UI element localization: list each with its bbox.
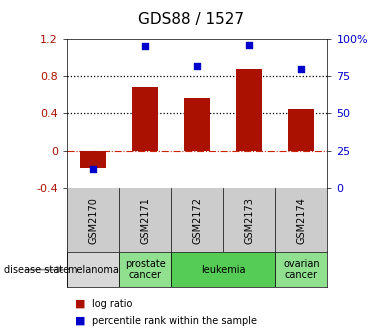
Point (194, 63, 200, 68)
Text: log ratio: log ratio (92, 299, 132, 309)
Bar (132, 87, 158, 151)
Bar (67, 252, 119, 287)
Text: prostate
cancer: prostate cancer (125, 259, 165, 281)
Text: ■: ■ (75, 299, 85, 309)
Text: GSM2173: GSM2173 (244, 197, 254, 244)
Text: GSM2170: GSM2170 (88, 197, 98, 244)
Text: disease state: disease state (4, 265, 69, 275)
Text: melanoma: melanoma (67, 265, 119, 275)
Text: percentile rank within the sample: percentile rank within the sample (92, 316, 257, 326)
Text: GSM2174: GSM2174 (296, 197, 306, 244)
Bar (184, 97, 210, 151)
Bar (171, 252, 275, 287)
Point (90, 166, 96, 171)
Bar (236, 69, 262, 151)
Text: leukemia: leukemia (201, 265, 246, 275)
Text: GDS88 / 1527: GDS88 / 1527 (139, 12, 244, 27)
Point (246, 42, 252, 47)
Point (298, 66, 304, 71)
Bar (80, 151, 106, 168)
Point (142, 43, 148, 49)
Bar (288, 109, 314, 151)
Bar (275, 252, 327, 287)
Text: GSM2171: GSM2171 (140, 197, 150, 244)
Text: ovarian
cancer: ovarian cancer (283, 259, 320, 281)
Text: ■: ■ (75, 316, 85, 326)
Bar (119, 252, 171, 287)
Text: GSM2172: GSM2172 (192, 197, 202, 244)
